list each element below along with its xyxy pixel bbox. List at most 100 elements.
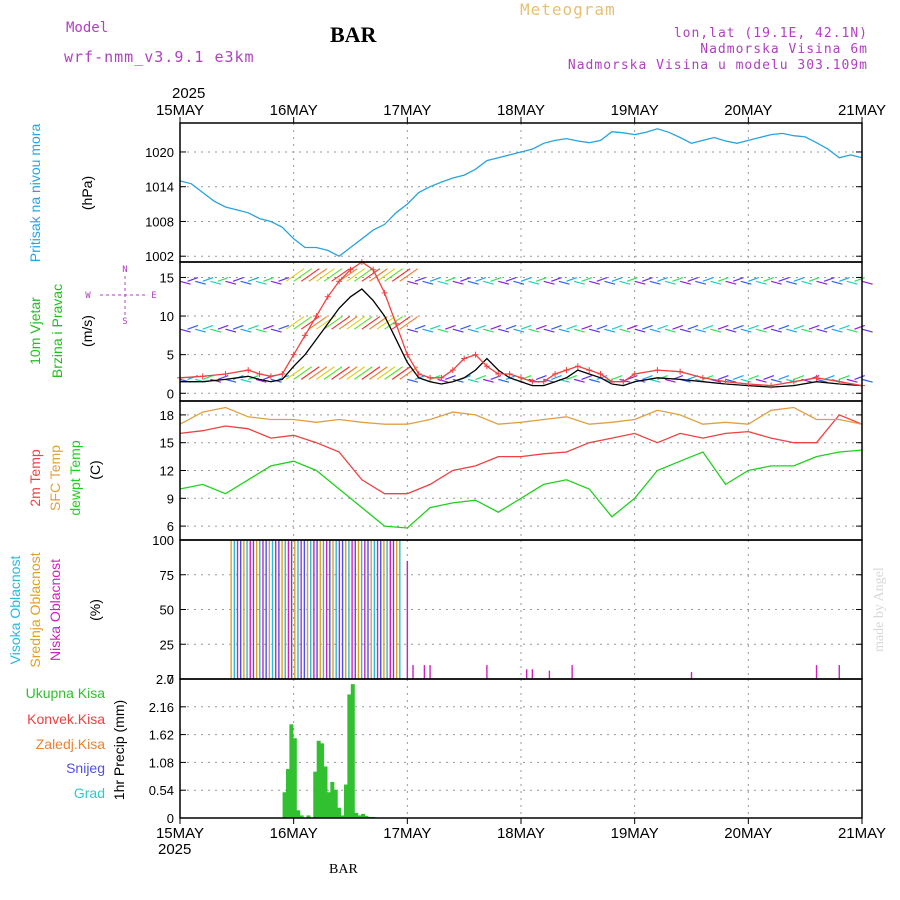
wind-arrow xyxy=(255,378,267,383)
wind-arrow xyxy=(543,280,555,285)
wind-arrow xyxy=(391,366,411,380)
wind-arrow xyxy=(801,280,813,285)
wind-arrow xyxy=(861,378,873,383)
wind-arrow xyxy=(755,378,767,383)
wind-arrow xyxy=(839,375,850,380)
wind-arrow xyxy=(672,276,684,282)
wind-arrow xyxy=(573,328,585,333)
wind-arrow xyxy=(581,324,593,330)
temp-series-line-1 xyxy=(179,406,863,425)
wind-gust-line xyxy=(179,261,863,387)
precip-bar xyxy=(323,766,328,818)
wind-arrow xyxy=(316,268,335,282)
wind-arrow xyxy=(520,276,532,282)
wind-arrow xyxy=(467,280,479,285)
cloud-unit-label: (%) xyxy=(87,599,103,621)
wind-arrow xyxy=(323,316,343,330)
wind-arrow xyxy=(475,375,487,380)
wind-arrow xyxy=(323,366,343,380)
wind-arrow xyxy=(300,268,320,282)
wind-arrow xyxy=(657,324,668,330)
precip-bar xyxy=(347,694,352,818)
wind-arrow xyxy=(748,324,759,330)
wind-arrow xyxy=(702,375,714,380)
wind-arrow xyxy=(482,378,494,383)
wind-arrow xyxy=(786,328,798,333)
wind-arrow xyxy=(179,280,191,285)
wind-arrow xyxy=(217,324,229,330)
compass-south: S xyxy=(122,317,127,327)
wind-arrow xyxy=(732,375,744,380)
precip-legend-item: Zaledj.Kisa xyxy=(36,736,105,752)
wind-arrow xyxy=(460,324,471,330)
wind-arrow xyxy=(861,328,873,333)
wind-arrow xyxy=(535,276,547,282)
precip-bar xyxy=(357,815,362,818)
wind-arrow xyxy=(732,324,744,330)
wind-arrow xyxy=(573,280,585,285)
wind-arrow xyxy=(263,324,274,330)
wind-ylabel-2: Brzina i Pravac xyxy=(49,284,65,378)
wind-arrow xyxy=(596,324,608,330)
wind-arrow xyxy=(664,280,676,285)
wind-arrow xyxy=(255,280,267,285)
station-title: BAR xyxy=(330,22,377,47)
precip-tick-label: 0 xyxy=(167,811,174,826)
wind-arrow xyxy=(391,268,411,282)
wind-arrow xyxy=(331,316,350,330)
temp-tick-label: 6 xyxy=(167,519,174,534)
wind-arrow xyxy=(407,280,419,285)
wind-arrow xyxy=(793,324,805,330)
wind-arrow xyxy=(399,316,419,330)
wind-arrow xyxy=(664,328,676,333)
x-tick-label-bottom: 20MAY xyxy=(724,825,772,842)
wind-arrow xyxy=(755,328,767,333)
wind-arrow xyxy=(657,375,668,380)
wind-arrow xyxy=(293,268,313,282)
wind-arrow xyxy=(846,328,858,333)
wind-arrow xyxy=(581,276,593,282)
wind-arrow xyxy=(217,276,229,282)
wind-arrow xyxy=(316,366,335,380)
wind-arrow xyxy=(816,328,828,333)
wind-arrow xyxy=(346,268,366,282)
wind-arrow xyxy=(240,378,252,383)
precip-bar xyxy=(292,738,297,818)
wind-arrow xyxy=(823,276,835,282)
wind-arrow xyxy=(263,276,274,282)
wind-arrow xyxy=(232,324,244,330)
wind-arrow xyxy=(725,280,737,285)
wind-arrow xyxy=(808,276,820,282)
wind-arrow xyxy=(505,276,517,282)
wind-arrow xyxy=(346,366,366,380)
wind-arrow xyxy=(460,276,471,282)
panel-frame xyxy=(179,122,863,263)
wind-arrow xyxy=(278,276,290,282)
wind-arrow xyxy=(482,328,494,333)
wind-arrow xyxy=(770,280,782,285)
wind-arrow xyxy=(285,316,305,330)
wind-arrow xyxy=(808,324,820,330)
wind-arrow xyxy=(657,276,668,282)
wind-arrow xyxy=(240,328,252,333)
wind-arrow xyxy=(490,324,502,330)
wind-tick-label: 5 xyxy=(167,348,174,363)
wind-arrow xyxy=(566,324,578,330)
wind-arrow xyxy=(308,316,328,330)
wind-arrow xyxy=(748,276,759,282)
compass-west: W xyxy=(85,291,91,301)
x-tick-label-bottom: 15MAY xyxy=(156,825,204,842)
wind-arrow xyxy=(293,316,313,330)
cloud-ylabel-high: Visoka Oblacnost xyxy=(7,556,23,665)
year-label-top: 2025 xyxy=(172,85,205,102)
wind-arrow xyxy=(240,280,252,285)
precip-bar xyxy=(340,815,345,818)
precip-legend-item: Grad xyxy=(74,785,105,801)
wind-arrow xyxy=(452,378,464,383)
wind-arrow xyxy=(831,328,843,333)
x-tick-label-top: 16MAY xyxy=(270,102,318,119)
pressure-tick-label: 1020 xyxy=(145,145,174,160)
wind-arrow xyxy=(376,366,396,380)
wind-arrow xyxy=(407,378,419,383)
x-tick-label-top: 18MAY xyxy=(497,102,545,119)
